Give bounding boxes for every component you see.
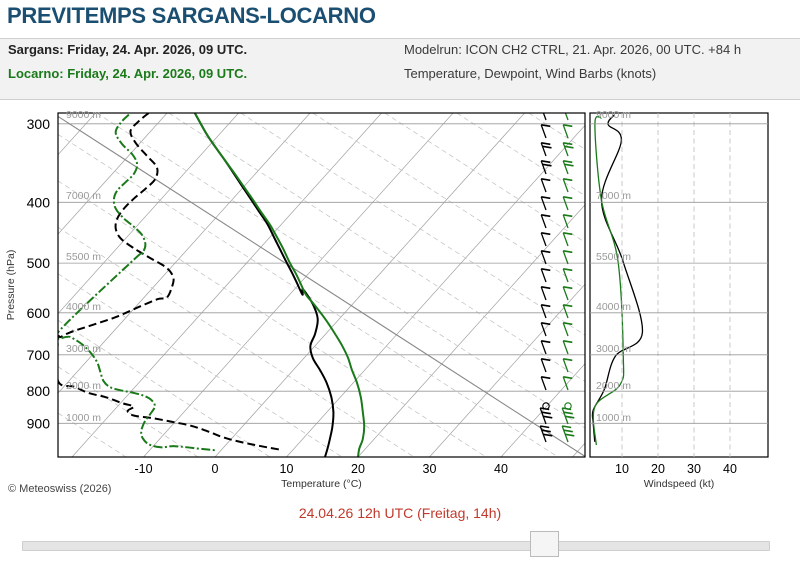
- svg-text:5500 m: 5500 m: [596, 251, 631, 263]
- svg-text:30: 30: [423, 462, 437, 476]
- svg-text:9000 m: 9000 m: [66, 109, 101, 121]
- svg-text:10: 10: [280, 462, 294, 476]
- svg-text:10: 10: [615, 462, 629, 476]
- svg-text:20: 20: [651, 462, 665, 476]
- svg-text:0: 0: [212, 462, 219, 476]
- svg-text:9000 m: 9000 m: [596, 109, 631, 121]
- svg-text:4000 m: 4000 m: [596, 301, 631, 313]
- svg-text:Pressure (hPa): Pressure (hPa): [5, 250, 17, 321]
- svg-text:Temperature (°C): Temperature (°C): [281, 478, 362, 490]
- svg-text:20: 20: [351, 462, 365, 476]
- svg-text:400: 400: [27, 194, 51, 210]
- svg-text:Windspeed (kt): Windspeed (kt): [644, 478, 715, 490]
- svg-text:1000 m: 1000 m: [66, 412, 101, 424]
- svg-text:1000 m: 1000 m: [596, 412, 631, 424]
- svg-text:7000 m: 7000 m: [596, 190, 631, 202]
- svg-text:30: 30: [687, 462, 701, 476]
- svg-text:5500 m: 5500 m: [66, 251, 101, 263]
- svg-text:2000 m: 2000 m: [596, 380, 631, 392]
- svg-text:4000 m: 4000 m: [66, 301, 101, 313]
- svg-text:-10: -10: [134, 462, 152, 476]
- svg-text:3000 m: 3000 m: [66, 343, 101, 355]
- svg-text:2000 m: 2000 m: [66, 380, 101, 392]
- svg-text:900: 900: [27, 415, 51, 431]
- svg-text:300: 300: [27, 116, 51, 132]
- svg-text:800: 800: [27, 383, 51, 399]
- svg-text:40: 40: [494, 462, 508, 476]
- svg-text:700: 700: [27, 347, 51, 363]
- svg-text:3000 m: 3000 m: [596, 343, 631, 355]
- svg-text:7000 m: 7000 m: [66, 190, 101, 202]
- svg-text:40: 40: [723, 462, 737, 476]
- svg-text:600: 600: [27, 305, 51, 321]
- svg-text:500: 500: [27, 255, 51, 271]
